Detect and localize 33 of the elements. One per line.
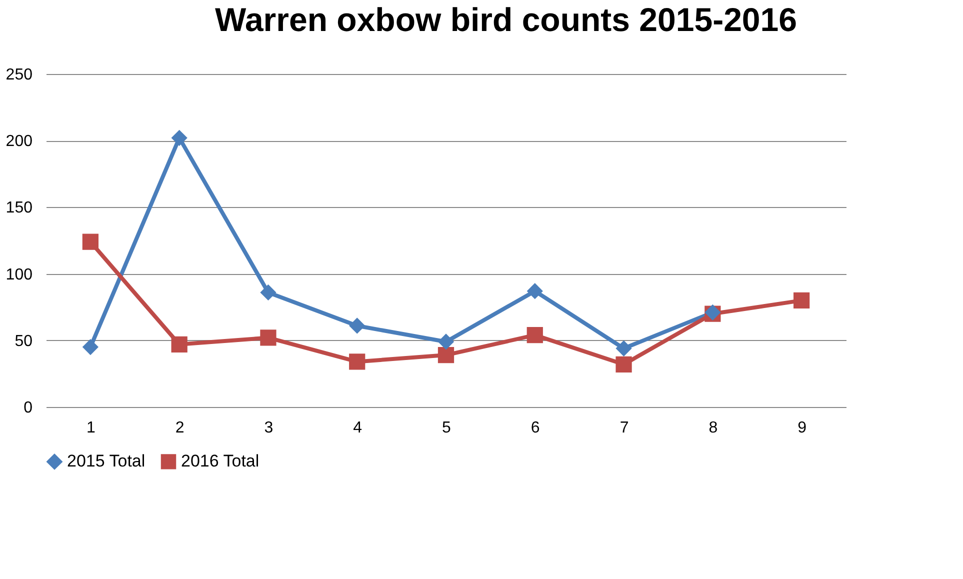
point [616, 356, 632, 372]
x-tick-label: 6 [530, 420, 540, 436]
y-tick-label: 200 [6, 133, 33, 150]
point [349, 354, 366, 370]
point [616, 340, 632, 356]
point [438, 334, 454, 350]
x-tick-label: 1 [86, 420, 96, 436]
point [260, 284, 276, 301]
point [526, 283, 543, 300]
point [526, 327, 543, 344]
y-tick-label: 100 [6, 266, 33, 284]
point [793, 292, 810, 309]
y-tick-label: 150 [6, 200, 33, 217]
x-tick-label: 5 [442, 420, 452, 436]
x-tick-label: 2 [175, 420, 184, 436]
y-tick-label: 0 [24, 400, 33, 416]
y-tick-label: 50 [14, 332, 33, 350]
legend-label: 2015 Total [67, 452, 146, 471]
legend-label: 2016 Total [181, 452, 260, 471]
point [260, 330, 276, 346]
y-tick-label: 250 [6, 66, 33, 84]
x-tick-label: 8 [708, 420, 718, 436]
x-tick-label: 4 [353, 420, 362, 436]
point [82, 234, 99, 250]
chart-title: Warren oxbow bird counts 2015-2016 [215, 1, 797, 38]
point [171, 130, 188, 146]
x-tick-label: 7 [620, 420, 629, 436]
point [438, 346, 454, 364]
x-tick-label: 3 [264, 420, 274, 436]
x-tick-label: 9 [798, 420, 807, 436]
point [349, 318, 366, 334]
point [82, 339, 99, 356]
point [171, 336, 188, 352]
